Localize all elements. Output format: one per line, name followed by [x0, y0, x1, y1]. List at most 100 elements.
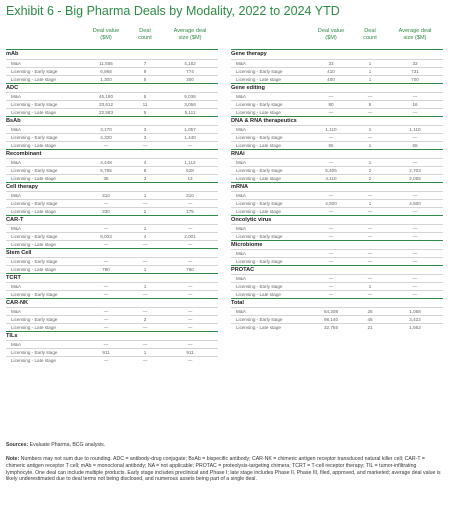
deal-value-cell: 911 — [102, 350, 110, 355]
deal-count-cell: — — [367, 110, 373, 115]
deal-type-label: Licensing - Early stage — [236, 69, 283, 74]
deal-value-cell: 55 — [328, 143, 334, 148]
sources-note: Sources: Evaluate Pharma, BCG analysis. — [6, 442, 444, 449]
deal-type-label: Licensing - Early stage — [11, 350, 58, 355]
deal-value-cell: — — [328, 160, 334, 165]
deal-type-label: M&A — [11, 127, 21, 132]
average-deal-size-cell: 4,162 — [184, 61, 196, 66]
deal-count-cell: 7 — [143, 61, 147, 66]
average-deal-size-cell: — — [187, 309, 193, 314]
average-deal-size-cell: — — [412, 234, 418, 239]
average-deal-size-cell: — — [412, 110, 418, 115]
deal-value-cell: 410 — [327, 69, 335, 74]
average-deal-size-cell: 774 — [186, 69, 194, 74]
deal-type-label: Licensing - Early stage — [236, 102, 283, 107]
deal-type-label: Licensing - Late stage — [236, 325, 281, 330]
sources-text: Evaluate Pharma, BCG analysis. — [29, 442, 106, 448]
modality-title: TILs — [6, 331, 218, 340]
deal-type-label: Licensing - Late stage — [11, 110, 56, 115]
modality-title: CAR-T — [6, 215, 218, 224]
average-deal-size-cell: 310 — [186, 193, 194, 198]
average-deal-size-cell: — — [187, 284, 193, 289]
deal-value-cell: 5,765 — [100, 168, 112, 173]
table-row: M&A 11,555 7 4,162 — [6, 59, 218, 67]
average-deal-size-cell: 33 — [412, 61, 418, 66]
table-row: M&A — — — — [231, 274, 443, 282]
deal-value-cell: — — [103, 143, 109, 148]
modality-title: DNA & RNA therapeutics — [231, 116, 443, 125]
deal-value-cell: 330 — [102, 209, 110, 214]
deal-value-cell: — — [103, 284, 109, 289]
deal-value-cell: — — [328, 251, 334, 256]
average-deal-size-cell: 1,057 — [184, 127, 196, 132]
table-row: M&A 64,208 25 1,068 — [231, 307, 443, 315]
modality-section: Microbiome M&A — — — Licensing - Early stage —… — [231, 240, 443, 265]
deal-count-cell: — — [367, 276, 373, 281]
modality-title: Recombinant — [6, 149, 218, 158]
deal-value-cell: — — [328, 94, 334, 99]
deal-count-cell: 1 — [368, 284, 372, 289]
header-average-deal-size: Average deal size ($M) — [173, 28, 207, 41]
deal-count-cell: 1 — [143, 226, 147, 231]
table-row: Licensing - Early stage — — — — [6, 290, 218, 298]
deal-value-cell: — — [328, 135, 334, 140]
deal-count-cell: 1 — [368, 201, 372, 206]
table-row: Licensing - Late stage 400 1 700 — [231, 75, 443, 83]
header-deal-value: Deal value ($M) — [92, 28, 120, 41]
deal-type-label: Licensing - Early stage — [236, 168, 283, 173]
table-row: Licensing - Late stage 55 1 55 — [231, 141, 443, 149]
deal-count-cell: 2 — [143, 209, 147, 214]
modality-title: ADC — [6, 83, 218, 92]
deal-count-cell: — — [142, 292, 148, 297]
deal-type-label: Licensing - Early stage — [11, 135, 58, 140]
modality-section: Total M&A 64,208 25 1,068 Licensing - Early s… — [231, 298, 443, 331]
table-row: Licensing - Early stage 4,500 1 4,500 — [231, 199, 443, 207]
deal-type-label: Licensing - Early stage — [11, 259, 58, 264]
deal-count-cell: — — [142, 358, 148, 363]
table-row: M&A — — — — [231, 92, 443, 100]
deal-type-label: M&A — [236, 127, 246, 132]
modality-section: Gene therapy M&A 33 1 33 Licensing - Early st… — [231, 50, 443, 83]
deal-count-cell: 2 — [368, 176, 372, 181]
average-deal-size-cell: — — [187, 143, 193, 148]
deal-type-label: Licensing - Early stage — [11, 69, 58, 74]
deal-count-cell: 3 — [143, 176, 147, 181]
modality-title: Stem Cell — [6, 248, 218, 257]
average-deal-size-cell: 700 — [411, 77, 419, 82]
deal-type-label: Licensing - Late stage — [11, 143, 56, 148]
deal-type-label: M&A — [11, 284, 21, 289]
deal-value-cell: 22,583 — [98, 110, 114, 115]
deal-value-cell: 33 — [328, 61, 334, 66]
deal-type-label: M&A — [236, 251, 246, 256]
table-row: Licensing - Early stage — 1 — — [231, 282, 443, 290]
modality-section: Cell therapy M&A 310 1 310 Licensing - Early … — [6, 182, 218, 215]
modality-title: Oncolytic virus — [231, 215, 443, 224]
deal-count-cell: 5 — [143, 110, 147, 115]
average-deal-size-cell: 3,056 — [184, 102, 196, 107]
deal-count-cell: 1 — [368, 143, 372, 148]
deal-type-label: M&A — [236, 94, 246, 99]
modality-title: BsAb — [6, 116, 218, 125]
table-header: Deal value ($M) Deal count Average deal … — [231, 26, 443, 50]
note-label: Note: — [6, 456, 20, 462]
right-table-body: Gene therapy M&A 33 1 33 Licensing - Early st… — [231, 50, 443, 331]
deal-count-cell: 1 — [368, 127, 372, 132]
deal-type-label: Licensing - Late stage — [236, 110, 281, 115]
average-deal-size-cell: 1,110 — [409, 127, 421, 132]
deal-type-label: Licensing - Early stage — [11, 102, 58, 107]
deal-type-label: Licensing - Early stage — [11, 317, 58, 322]
table-row: M&A — — — — [231, 191, 443, 199]
deal-value-cell: 33,612 — [98, 102, 114, 107]
deal-type-label: M&A — [236, 193, 246, 198]
table-row: Licensing - Late stage 330 2 175 — [6, 207, 218, 215]
table-row: Licensing - Late stage 4,110 2 2,055 — [231, 174, 443, 182]
deal-value-cell: — — [103, 226, 109, 231]
deal-type-label: M&A — [11, 61, 21, 66]
deal-count-cell: — — [142, 309, 148, 314]
average-deal-size-cell: 1,112 — [184, 160, 196, 165]
deal-count-cell: 2 — [368, 168, 372, 173]
modality-title: mRNA — [231, 182, 443, 191]
deal-type-label: M&A — [11, 342, 21, 347]
average-deal-size-cell: — — [187, 292, 193, 297]
deal-count-cell: 1 — [368, 77, 372, 82]
